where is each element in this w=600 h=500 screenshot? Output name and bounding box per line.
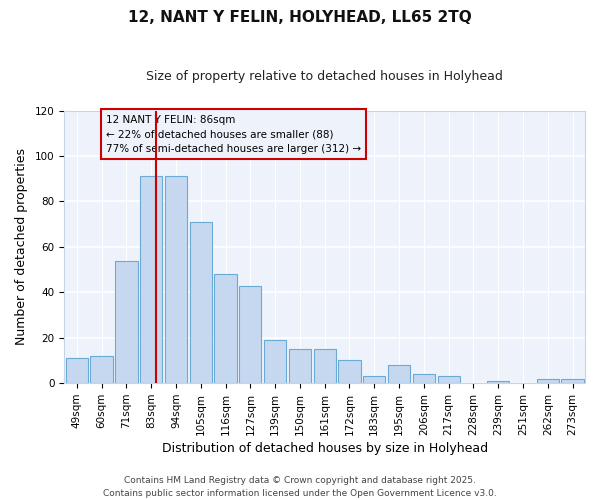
Y-axis label: Number of detached properties: Number of detached properties — [15, 148, 28, 346]
Bar — [91, 356, 113, 383]
Bar — [363, 376, 385, 383]
Bar — [264, 340, 286, 383]
Bar — [239, 286, 262, 383]
Bar — [165, 176, 187, 383]
Title: Size of property relative to detached houses in Holyhead: Size of property relative to detached ho… — [146, 70, 503, 83]
Bar — [562, 378, 584, 383]
Bar — [115, 260, 137, 383]
Text: 12, NANT Y FELIN, HOLYHEAD, LL65 2TQ: 12, NANT Y FELIN, HOLYHEAD, LL65 2TQ — [128, 10, 472, 25]
Bar — [140, 176, 163, 383]
Bar — [536, 378, 559, 383]
Bar — [314, 349, 336, 383]
Bar — [338, 360, 361, 383]
Bar — [190, 222, 212, 383]
X-axis label: Distribution of detached houses by size in Holyhead: Distribution of detached houses by size … — [161, 442, 488, 455]
Bar — [214, 274, 237, 383]
Bar — [487, 381, 509, 383]
Bar — [388, 365, 410, 383]
Bar — [65, 358, 88, 383]
Text: Contains HM Land Registry data © Crown copyright and database right 2025.
Contai: Contains HM Land Registry data © Crown c… — [103, 476, 497, 498]
Bar — [437, 376, 460, 383]
Bar — [289, 349, 311, 383]
Text: 12 NANT Y FELIN: 86sqm
← 22% of detached houses are smaller (88)
77% of semi-det: 12 NANT Y FELIN: 86sqm ← 22% of detached… — [106, 114, 361, 154]
Bar — [413, 374, 435, 383]
